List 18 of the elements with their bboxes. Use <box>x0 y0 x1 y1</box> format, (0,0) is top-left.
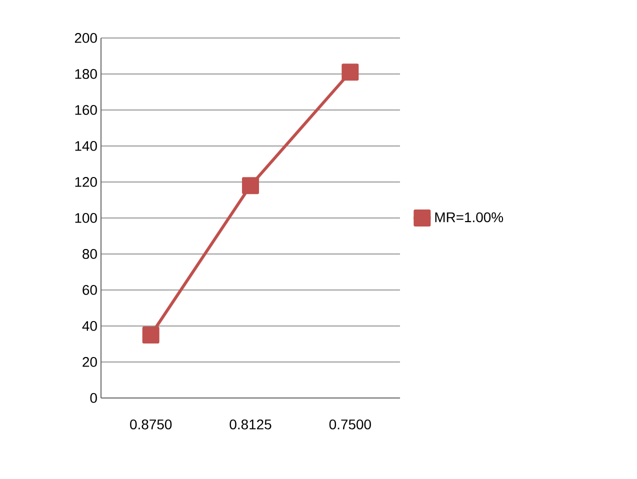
x-tick-label: 0.8750 <box>130 419 172 430</box>
point <box>342 64 359 81</box>
y-tick-label: 200 <box>74 33 97 43</box>
y-tick-label: 100 <box>75 213 97 223</box>
y-tick-label: 140 <box>75 141 97 151</box>
point <box>142 326 160 344</box>
y-tick-label: 40 <box>82 321 97 331</box>
y-tick-label: 0 <box>90 393 97 403</box>
point <box>242 177 260 194</box>
x-tick-label: 0.8125 <box>230 419 272 430</box>
legend-label: MR=1.00% <box>435 212 504 222</box>
y-tick-label: 180 <box>75 69 97 79</box>
x-tick-label: 0.7500 <box>329 419 371 430</box>
y-tick-label: 20 <box>82 357 97 367</box>
y-tick-label: 120 <box>75 177 97 187</box>
y-tick-label: 80 <box>82 249 97 259</box>
y-tick-label: 60 <box>82 285 97 295</box>
y-tick-label: 160 <box>75 105 97 115</box>
